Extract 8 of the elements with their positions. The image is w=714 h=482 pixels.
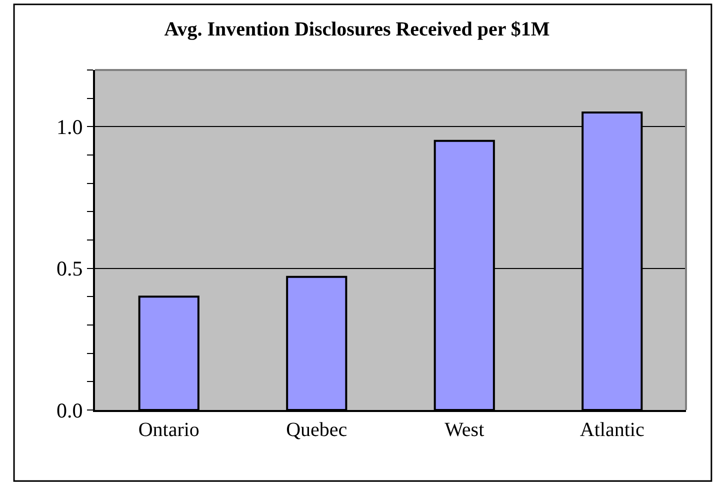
x-tick-label: Quebec [286,419,348,441]
x-tick-label: West [444,419,485,441]
x-tick-label: Ontario [138,419,200,441]
x-tick-label: Atlantic [580,419,644,441]
y-tick-label: 0.5 [56,256,83,281]
y-tick-label: 0.0 [56,398,83,422]
y-tick-label: 1.0 [56,115,83,140]
chart-title: Avg. Invention Disclosures Received per $1M [164,18,550,41]
